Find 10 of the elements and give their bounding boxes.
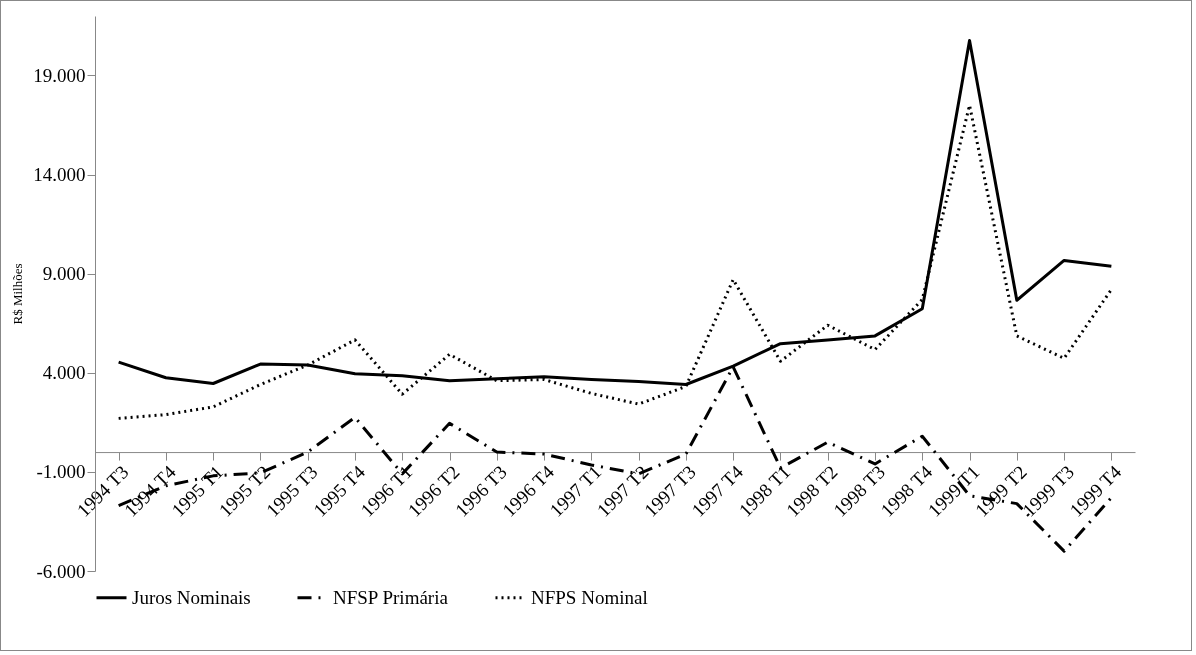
y-tick-label: -1.000	[36, 461, 86, 483]
y-tick-label: 9.000	[42, 263, 86, 285]
y-tick-label: 19.000	[33, 64, 86, 86]
y-tick-label: 4.000	[42, 362, 86, 384]
y-tick-label: 14.000	[33, 164, 86, 186]
legend-label: NFPS Nominal	[531, 586, 648, 608]
legend-label: Juros Nominais	[132, 586, 251, 608]
legend-label: NFSP Primária	[333, 586, 449, 608]
y-tick-label: -6.000	[36, 560, 86, 582]
y-axis-title: R$ Milhões	[10, 263, 26, 325]
